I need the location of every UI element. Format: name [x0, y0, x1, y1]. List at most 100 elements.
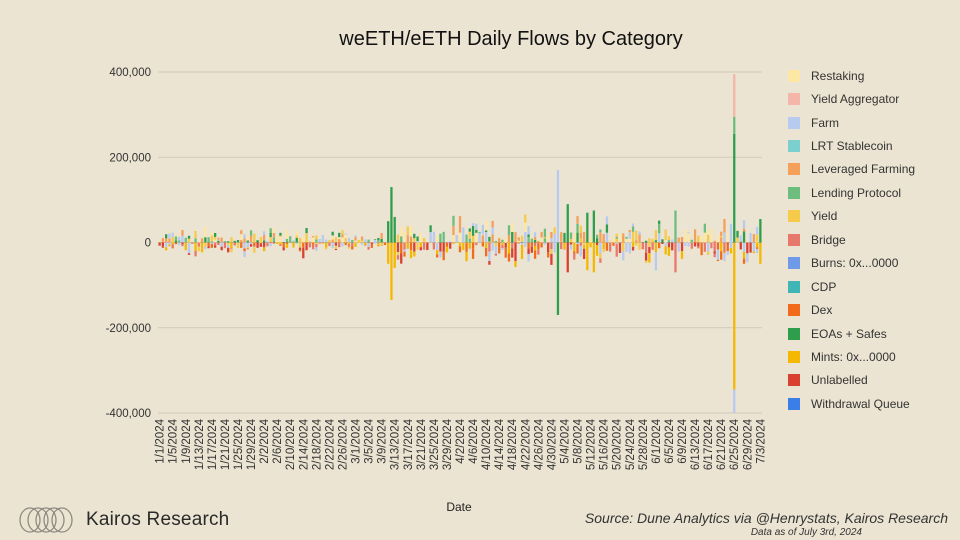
bar-segment [227, 242, 230, 246]
bar-segment [563, 249, 566, 250]
bar-segment [217, 237, 220, 240]
bar-segment [631, 231, 635, 243]
bar-segment [667, 242, 671, 248]
bar-segment [667, 247, 671, 256]
bar-segment [628, 238, 631, 243]
bar-segment [321, 237, 325, 243]
legend-label: Yield Aggregator [811, 92, 900, 107]
bar-segment [517, 237, 520, 241]
bar-segment [468, 231, 471, 239]
bar-segment [543, 242, 547, 245]
bar-segment [305, 245, 308, 251]
bar-segment [726, 251, 729, 256]
bar-segment [181, 230, 184, 236]
bar-segment [210, 243, 214, 245]
chart-title: weETH/eETH Daily Flows by Category [338, 28, 682, 50]
legend-swatch [788, 233, 800, 246]
legend-item: Lending Protocol [788, 181, 958, 204]
bar-segment [220, 246, 223, 251]
bar-segment [266, 241, 269, 243]
bar-segment [664, 242, 667, 247]
bar-segment [527, 234, 530, 238]
bar-segment [569, 244, 573, 250]
bar-segment [246, 248, 249, 250]
bar-segment [210, 235, 214, 242]
bar-segment [742, 251, 746, 259]
x-tick-label: 1/5/2024 [168, 418, 180, 463]
bar-segment [690, 242, 693, 249]
bar-segment [507, 253, 511, 262]
bar-segment [462, 227, 465, 236]
bar-segment [517, 240, 520, 243]
bar-segment [236, 242, 240, 249]
bar-segment [347, 244, 351, 247]
legend-item: Yield Aggregator [788, 87, 958, 110]
bar-segment [563, 232, 566, 243]
bar-segment [305, 242, 308, 246]
bar-segment [475, 223, 478, 230]
bar-segment [547, 235, 550, 243]
legend-item: Mints: 0x...0000 [788, 345, 958, 368]
bar-segment [439, 251, 442, 258]
x-axis-title: Date [446, 500, 472, 514]
bar-segment [168, 233, 171, 239]
bar-segment [514, 242, 517, 252]
bar-segment [449, 241, 452, 243]
bar-segment [230, 242, 233, 249]
bar-segment [716, 249, 720, 260]
x-tick-label: 5/16/2024 [599, 418, 611, 470]
bar-segment [213, 245, 217, 248]
bar-segment [204, 231, 207, 238]
bar-segment [723, 253, 726, 262]
x-tick-label: 2/14/2024 [298, 418, 310, 470]
bar-segment [684, 229, 687, 233]
bar-segment [377, 242, 380, 243]
bar-segment [230, 248, 233, 253]
bar-segment [746, 253, 749, 263]
bar-segment [693, 242, 697, 247]
bar-segment [168, 242, 171, 245]
bar-segment [276, 242, 279, 245]
bar-segment [602, 242, 605, 250]
bar-segment [703, 242, 707, 252]
bar-segment [338, 242, 341, 247]
legend-label: Burns: 0x...0000 [811, 256, 899, 271]
bar-segment [364, 239, 367, 243]
bar-segment [204, 237, 207, 243]
y-tick-label: 200,000 [109, 152, 151, 164]
legend-swatch [788, 163, 800, 176]
bar-segment [367, 243, 370, 247]
bar-segment [602, 234, 605, 243]
bar-segment [514, 232, 517, 243]
bar-segment [370, 242, 373, 245]
bar-segment [315, 247, 318, 251]
bar-segment [158, 242, 161, 246]
x-axis-ticks: 1/1/2024 1/5/2024 1/9/2024 1/13/2024 1/17/20… [155, 418, 768, 470]
bar-segment [465, 241, 468, 243]
bar-segment [184, 249, 187, 251]
bar-segment [262, 234, 266, 241]
bar-segment [354, 243, 357, 247]
bar-segment [220, 237, 223, 243]
bar-segment [419, 242, 422, 248]
bar-segment [289, 242, 292, 243]
bar-segment [550, 238, 553, 243]
legend-swatch [788, 257, 800, 270]
bar-segment [550, 249, 553, 254]
bar-segment [700, 253, 703, 256]
bar-segment [230, 237, 233, 243]
bar-segment [354, 235, 357, 237]
bar-segment [331, 247, 334, 249]
bar-segment [651, 242, 654, 250]
bar-segment [475, 232, 478, 243]
bar-segment [253, 233, 256, 239]
bar-segment [501, 239, 504, 243]
bar-segment [187, 247, 191, 254]
bar-segment [171, 242, 174, 245]
bar-segment [419, 232, 422, 243]
bar-segment [465, 242, 468, 252]
x-tick-label: 5/8/2024 [573, 418, 585, 463]
bar-segment [582, 231, 586, 243]
bar-segment [465, 251, 468, 262]
